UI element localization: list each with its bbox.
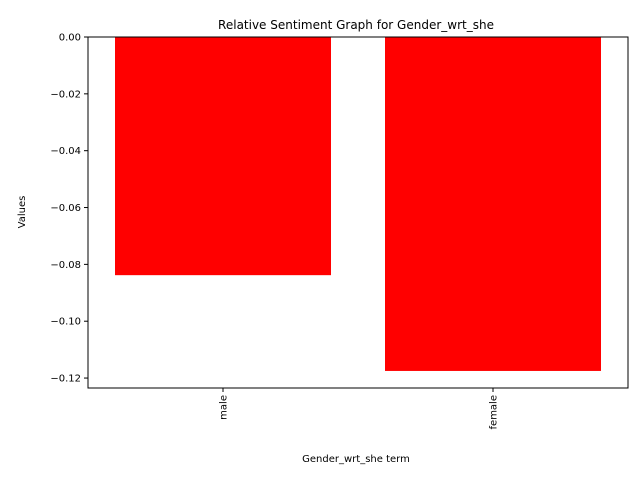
- bar-male: [115, 37, 331, 276]
- bars-group: [115, 37, 601, 371]
- chart-title: Relative Sentiment Graph for Gender_wrt_…: [218, 18, 494, 32]
- y-tick-label: 0.00: [59, 33, 81, 44]
- y-tick-label: −0.02: [50, 89, 81, 100]
- x-tick-label-male: male: [219, 395, 230, 420]
- y-tick-label: −0.04: [50, 146, 81, 157]
- x-axis-label: Gender_wrt_she term: [302, 454, 410, 465]
- y-tick-label: −0.06: [50, 203, 81, 214]
- y-tick-label: −0.08: [50, 260, 81, 271]
- y-axis: 0.00 −0.02 −0.04 −0.06 −0.08 −0.10 −0.12: [50, 33, 88, 385]
- y-tick-label: −0.10: [50, 317, 81, 328]
- plot-frame: [87, 36, 629, 389]
- x-tick-label-female: female: [489, 395, 500, 429]
- x-axis: male female: [219, 388, 500, 429]
- y-axis-label: Values: [17, 196, 28, 229]
- y-tick-label: −0.12: [50, 374, 81, 385]
- bar-female: [385, 37, 601, 371]
